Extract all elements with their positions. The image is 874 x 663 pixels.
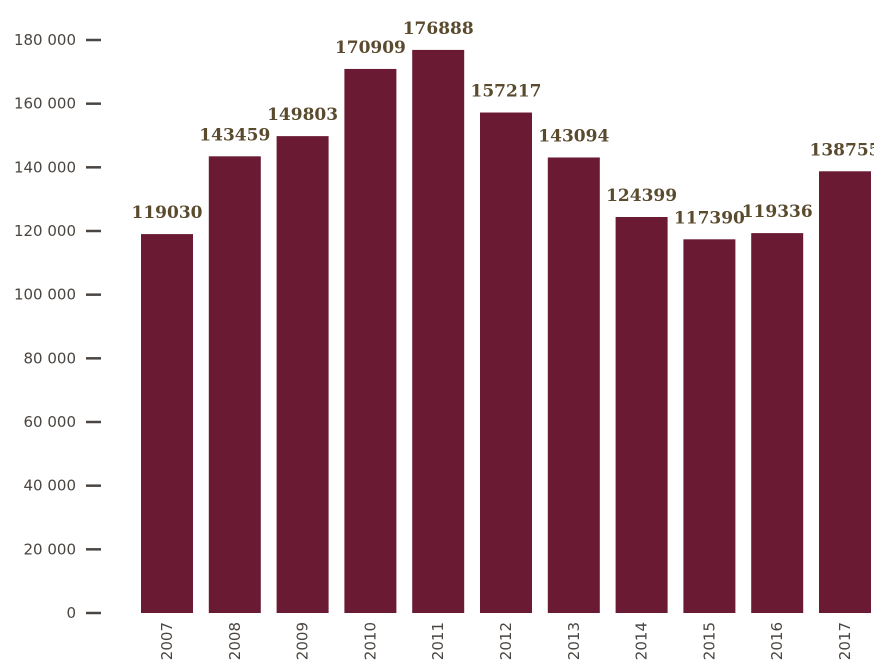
x-tick-label-2013: 2013	[565, 622, 583, 660]
data-label-2015: 117390	[674, 208, 745, 228]
y-tick-label: 80 000	[24, 349, 77, 367]
bars	[141, 49, 871, 614]
x-tick-label-2008: 2008	[226, 622, 244, 660]
y-tick-label: 120 000	[14, 222, 76, 240]
y-axis: 0 20 000 40 000 60 000 80 000 100 000 120 000 1…	[14, 31, 101, 622]
bar-2008	[208, 156, 261, 613]
x-tick-label-2009: 2009	[294, 622, 312, 660]
data-label-2007: 119030	[132, 203, 203, 223]
y-tick-label: 0	[66, 604, 76, 622]
data-label-2016: 119336	[742, 202, 813, 222]
data-label-2008: 143459	[199, 125, 270, 145]
y-tick-label: 20 000	[24, 540, 77, 558]
y-tick-label: 160 000	[14, 95, 76, 113]
x-tick-label-2017: 2017	[836, 622, 854, 660]
y-tick-label: 140 000	[14, 158, 76, 176]
data-label-2017: 138755	[810, 140, 874, 160]
bar-2009	[276, 136, 329, 613]
y-tick-label: 180 000	[14, 31, 76, 49]
bar-2007	[141, 234, 193, 613]
x-tick-label-2007: 2007	[158, 622, 176, 660]
data-label-2010: 170909	[335, 38, 406, 58]
x-tick-label-2016: 2016	[768, 622, 786, 660]
bar-2015	[683, 239, 736, 613]
x-tick-label-2010: 2010	[361, 622, 379, 660]
bar-2017	[819, 171, 871, 614]
data-label-2014: 124399	[606, 186, 677, 206]
data-label-2009: 149803	[267, 105, 338, 125]
data-label-2011: 176888	[403, 19, 474, 39]
y-tick-label: 40 000	[24, 477, 77, 495]
x-axis: 2007 2008 2009 2010 2011 2012 2013 2014 2015 2016…	[158, 622, 854, 660]
x-tick-label-2015: 2015	[700, 622, 718, 660]
bar-2011	[412, 49, 465, 613]
y-tick-label: 60 000	[24, 413, 77, 431]
bar-2013	[547, 157, 600, 613]
data-label-2012: 157217	[471, 82, 542, 102]
x-tick-label-2012: 2012	[497, 622, 515, 660]
bar-2014	[615, 216, 668, 613]
bar-2010	[344, 68, 397, 613]
y-tick-label: 100 000	[14, 286, 76, 304]
bar-2016	[751, 233, 804, 613]
bar-2012	[480, 112, 532, 614]
data-label-2013: 143094	[538, 126, 609, 146]
x-tick-label-2011: 2011	[429, 622, 447, 660]
x-tick-label-2014: 2014	[633, 622, 651, 660]
